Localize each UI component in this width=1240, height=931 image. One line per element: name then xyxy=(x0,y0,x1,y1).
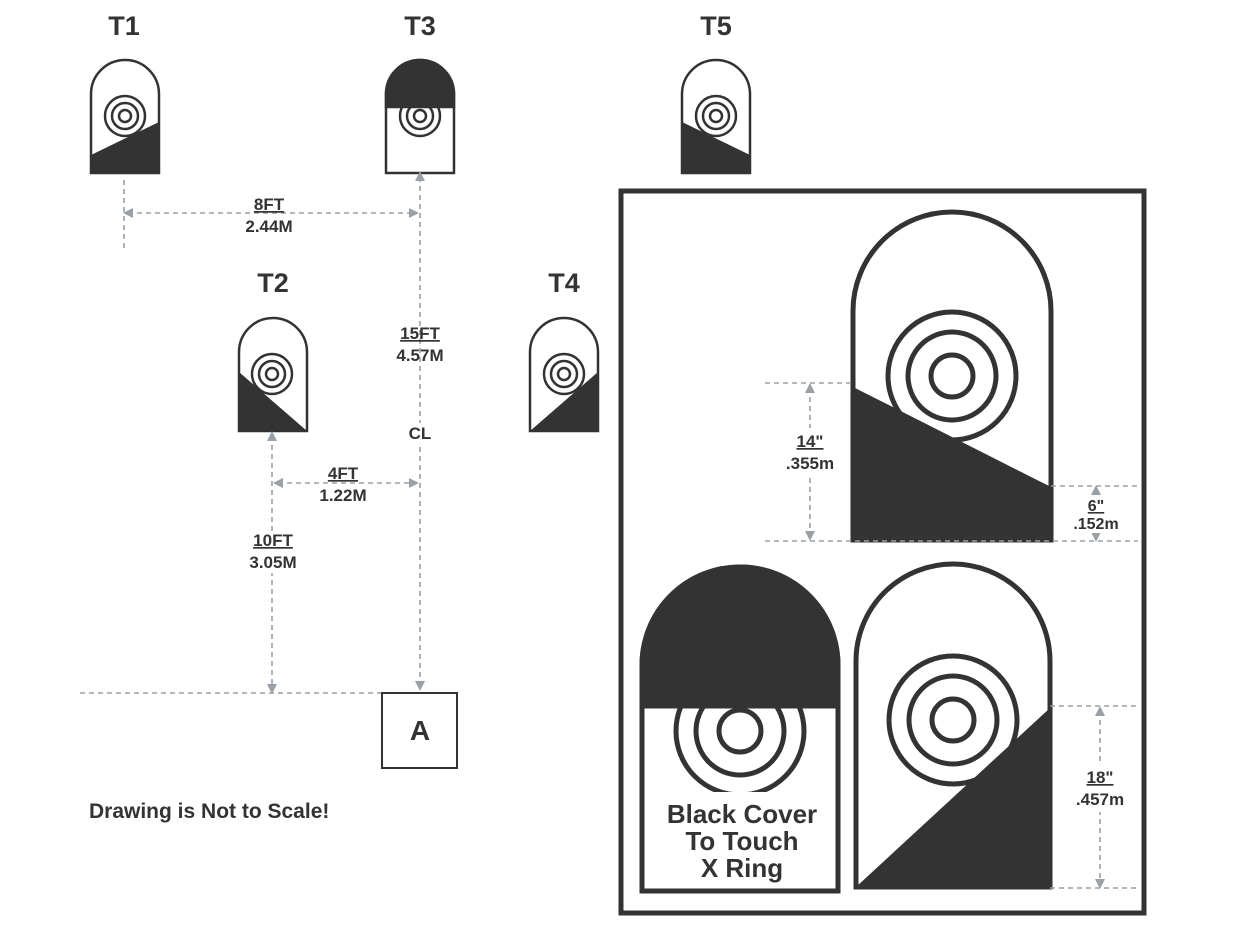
dim-upper-height-m: .355m xyxy=(786,454,834,473)
dim-t2-cl-m: 1.22M xyxy=(319,486,366,505)
detail-target-cover xyxy=(639,564,841,894)
cover-text-line-1: Black Cover xyxy=(667,799,817,829)
dim-upper-offset-m: .152m xyxy=(1073,516,1118,533)
dim-t2-a-ft: 10FT xyxy=(253,531,293,550)
target-label-t1: T1 xyxy=(108,11,140,41)
start-box-a xyxy=(381,692,458,769)
start-box-label: A xyxy=(410,715,430,746)
target-t1 xyxy=(89,58,161,175)
target-label-t5: T5 xyxy=(700,11,732,41)
dim-upper-height-in: 14" xyxy=(797,432,824,451)
layout-dashed-lines xyxy=(80,171,425,694)
centerline-label: CL xyxy=(409,424,432,443)
cl-label-bg xyxy=(405,423,435,443)
dim-lower-height-m: .457m xyxy=(1076,790,1124,809)
target-label-t3: T3 xyxy=(404,11,436,41)
target-t2 xyxy=(237,316,309,433)
dim-lower-height-in: 18" xyxy=(1087,768,1114,787)
dim-t3-ft: 15FT xyxy=(400,324,440,343)
target-t3 xyxy=(384,58,456,175)
dim-t1-t3-m: 2.44M xyxy=(245,217,292,236)
dim-lower-bg xyxy=(1072,764,1128,812)
detail-target-lower xyxy=(853,561,1053,890)
dim-t2-cl-ft: 4FT xyxy=(328,464,359,483)
scale-note: Drawing is Not to Scale! xyxy=(89,800,329,823)
cover-text-line-3: X Ring xyxy=(701,853,783,883)
cover-text-line-2: To Touch xyxy=(685,826,798,856)
dim-offset-bg xyxy=(1070,497,1124,533)
dim-t3-m: 4.57M xyxy=(396,346,443,365)
dim-upper-offset-in: 6" xyxy=(1088,498,1104,515)
target-t5 xyxy=(680,58,752,175)
target-label-t4: T4 xyxy=(548,268,580,298)
target-t4 xyxy=(528,316,600,433)
dim-upper-bg xyxy=(782,428,840,476)
detail-target-upper xyxy=(850,209,1054,543)
dim-t1-t3-ft: 8FT xyxy=(254,195,285,214)
dim-t2-a-m: 3.05M xyxy=(249,553,296,572)
target-label-t2: T2 xyxy=(257,268,289,298)
dim-t2-a-bg xyxy=(244,531,302,573)
